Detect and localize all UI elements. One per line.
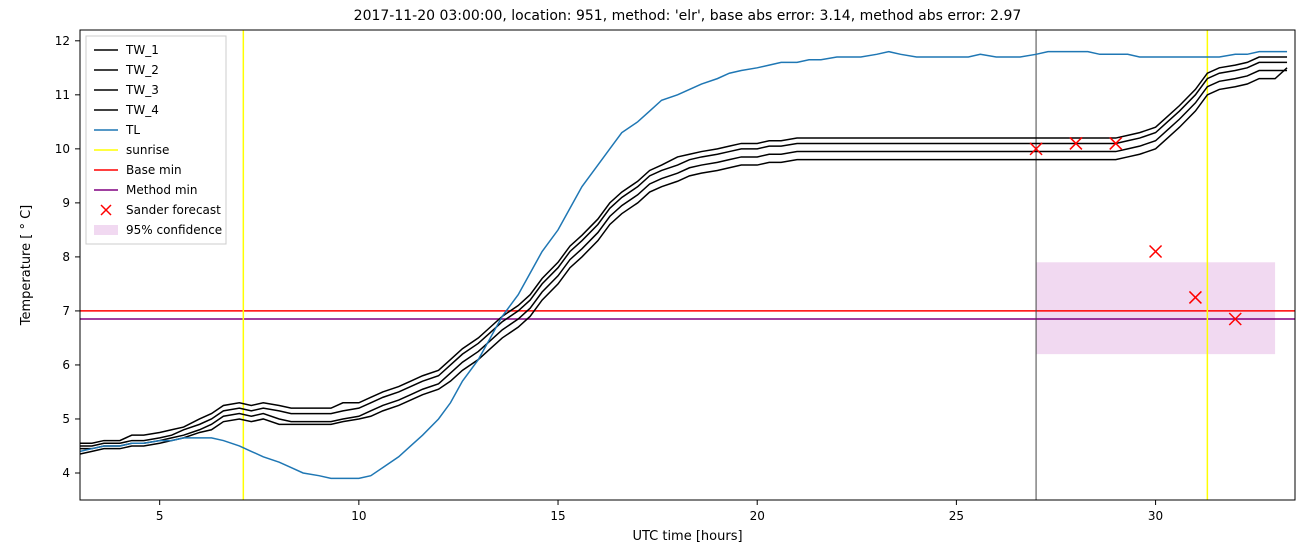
- legend-label: Method min: [126, 183, 197, 197]
- x-axis-label: UTC time [hours]: [632, 529, 742, 544]
- legend-label: TW_1: [125, 43, 159, 57]
- legend-label: Sander forecast: [126, 203, 221, 217]
- ytick-label: 10: [55, 142, 70, 156]
- xtick-label: 30: [1148, 509, 1163, 523]
- y-axis-label: Temperature [ ° C]: [19, 205, 34, 326]
- chart-container: 5 10 15 20 25 30 4 5 6 7 8 9 10 11 12 UTC time [hours] T…: [0, 0, 1311, 547]
- legend-label: TL: [125, 123, 140, 137]
- ytick-label: 5: [62, 412, 70, 426]
- xtick-label: 15: [550, 509, 565, 523]
- legend-label: TW_2: [125, 63, 159, 77]
- xtick-label: 5: [156, 509, 164, 523]
- xtick-label: 20: [750, 509, 765, 523]
- legend-label: Base min: [126, 163, 182, 177]
- ytick-label: 12: [55, 34, 70, 48]
- legend-label: TW_4: [125, 103, 159, 117]
- ytick-label: 4: [62, 466, 70, 480]
- ytick-label: 9: [62, 196, 70, 210]
- confidence-band: [1036, 262, 1275, 354]
- line-chart: 5 10 15 20 25 30 4 5 6 7 8 9 10 11 12 UTC time [hours] T…: [0, 0, 1311, 547]
- legend: TW_1 TW_2 TW_3 TW_4 TL sunrise Base min Method …: [86, 36, 226, 244]
- ytick-label: 8: [62, 250, 70, 264]
- ytick-label: 6: [62, 358, 70, 372]
- ytick-label: 7: [62, 304, 70, 318]
- legend-label: 95% confidence: [126, 223, 222, 237]
- xtick-label: 10: [351, 509, 366, 523]
- xtick-label: 25: [949, 509, 964, 523]
- legend-label: TW_3: [125, 83, 159, 97]
- ytick-label: 11: [55, 88, 70, 102]
- legend-label: sunrise: [126, 143, 169, 157]
- chart-title: 2017-11-20 03:00:00, location: 951, meth…: [354, 8, 1022, 24]
